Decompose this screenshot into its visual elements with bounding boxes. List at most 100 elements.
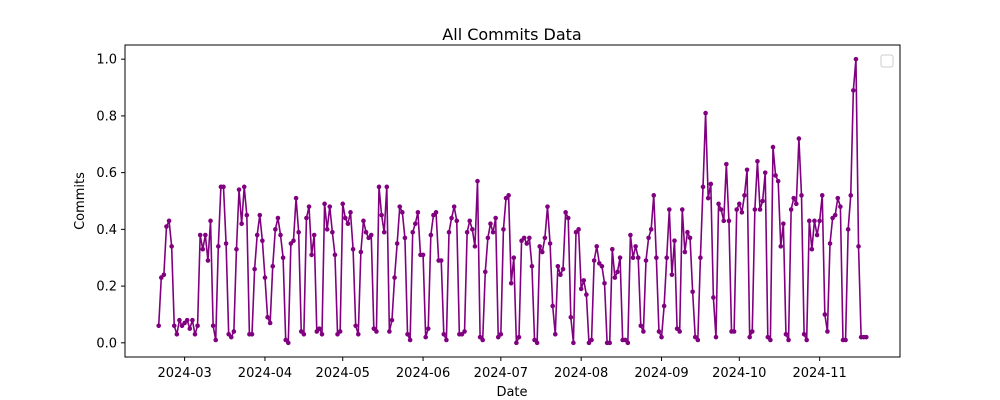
data-point xyxy=(241,184,247,190)
data-point xyxy=(309,252,314,258)
data-point xyxy=(762,170,768,175)
data-point xyxy=(560,266,566,272)
data-point xyxy=(724,161,729,167)
data-point xyxy=(594,244,600,249)
data-point xyxy=(685,229,690,235)
data-point xyxy=(814,232,820,238)
data-point xyxy=(169,244,174,249)
data-point xyxy=(249,332,255,337)
data-point xyxy=(760,198,765,204)
data-point xyxy=(599,263,605,269)
data-point xyxy=(420,252,426,258)
data-point xyxy=(832,212,838,218)
data-point xyxy=(630,255,636,261)
data-point xyxy=(304,215,309,221)
data-point xyxy=(542,235,548,241)
data-point xyxy=(845,227,851,232)
data-point xyxy=(223,241,229,246)
x-tick-label: 2024-05 xyxy=(316,366,370,381)
data-point xyxy=(239,221,244,226)
data-point xyxy=(731,329,737,334)
data-point xyxy=(350,246,356,252)
data-point xyxy=(345,221,351,226)
data-point xyxy=(698,255,703,261)
data-point xyxy=(576,227,581,232)
data-point xyxy=(744,167,750,173)
data-point xyxy=(293,195,299,201)
data-point xyxy=(216,244,221,249)
data-point xyxy=(726,218,732,224)
data-point xyxy=(379,212,384,218)
data-point xyxy=(498,332,504,337)
data-point xyxy=(695,337,701,343)
x-tick-label: 2024-10 xyxy=(712,366,766,381)
data-point xyxy=(490,229,496,235)
data-point xyxy=(537,244,543,249)
data-point xyxy=(311,232,317,238)
data-point xyxy=(374,329,379,334)
data-point xyxy=(156,323,161,329)
data-point xyxy=(794,201,799,207)
data-point xyxy=(796,136,802,141)
data-point xyxy=(319,332,325,337)
data-point xyxy=(280,255,286,261)
data-point xyxy=(838,204,843,209)
data-point xyxy=(236,187,242,192)
data-point xyxy=(534,340,540,346)
data-point xyxy=(330,229,335,235)
data-point xyxy=(679,207,685,212)
data-point xyxy=(475,178,480,184)
data-point xyxy=(612,275,618,280)
data-point xyxy=(514,340,519,346)
data-point xyxy=(641,329,646,334)
data-point xyxy=(716,201,721,207)
data-point xyxy=(493,215,498,221)
x-tick-label: 2024-03 xyxy=(157,366,211,381)
data-point xyxy=(410,229,416,235)
x-axis-label: Date xyxy=(496,385,527,400)
data-point xyxy=(184,317,190,323)
data-point xyxy=(812,218,817,224)
x-tick-label: 2024-09 xyxy=(634,366,688,381)
data-point xyxy=(635,255,641,261)
data-point xyxy=(413,221,418,226)
data-point xyxy=(527,235,532,241)
data-point xyxy=(361,218,366,224)
data-point xyxy=(508,280,514,286)
data-point xyxy=(529,263,535,269)
data-point xyxy=(742,193,747,198)
data-point xyxy=(228,334,234,340)
data-point xyxy=(213,337,219,343)
data-point xyxy=(633,244,638,249)
data-point xyxy=(470,227,475,232)
data-point xyxy=(511,255,517,261)
data-point xyxy=(177,317,182,323)
data-point xyxy=(171,323,177,329)
data-point xyxy=(267,320,273,326)
data-point xyxy=(843,337,848,343)
data-point xyxy=(669,272,675,278)
data-point xyxy=(747,334,752,340)
data-point xyxy=(355,332,361,337)
data-point xyxy=(363,229,369,235)
data-point xyxy=(773,173,778,178)
data-point xyxy=(415,210,421,215)
data-point xyxy=(200,246,206,252)
data-point xyxy=(482,269,488,275)
data-point xyxy=(521,235,527,241)
data-point xyxy=(332,252,338,258)
data-point xyxy=(648,227,654,232)
data-point xyxy=(387,329,392,334)
data-point xyxy=(749,329,755,334)
data-point xyxy=(444,337,449,343)
data-point xyxy=(270,263,276,269)
commits-line xyxy=(157,58,867,344)
data-point xyxy=(703,110,708,116)
data-point xyxy=(190,317,195,323)
data-point xyxy=(770,144,776,150)
data-point xyxy=(545,204,550,209)
data-point xyxy=(672,238,677,244)
data-point xyxy=(340,201,346,207)
data-point xyxy=(208,218,213,224)
data-point xyxy=(667,207,672,212)
